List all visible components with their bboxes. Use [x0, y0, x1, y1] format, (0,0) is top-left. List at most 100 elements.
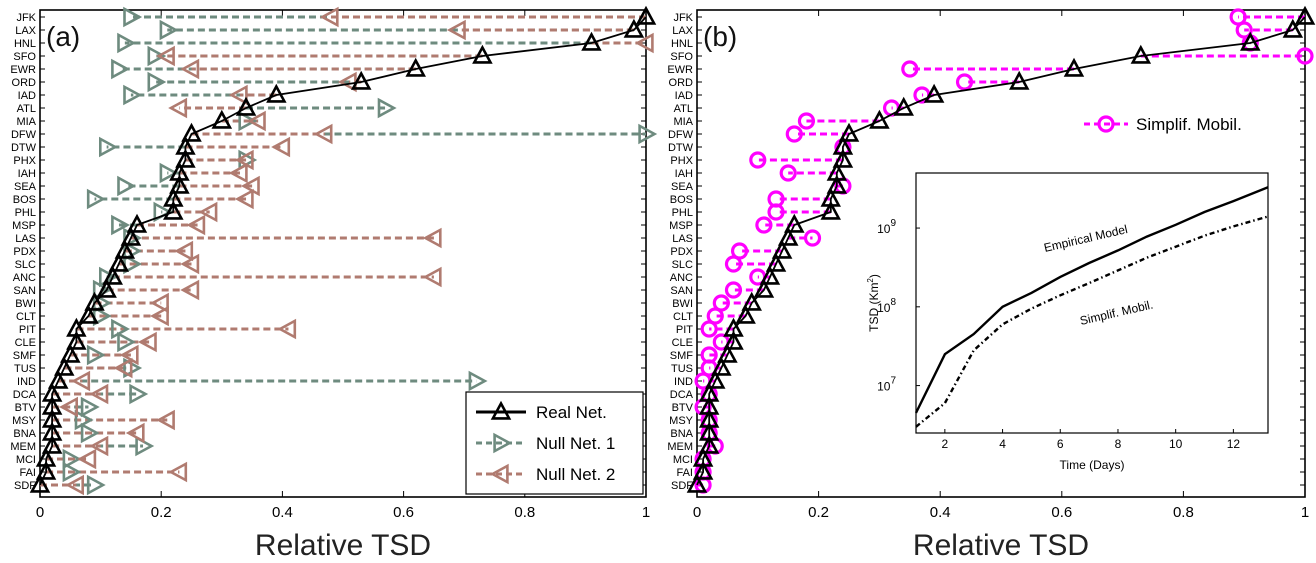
- b-ytick-label-bwi: BWI: [672, 298, 693, 310]
- b-ytick-label-pdx: PDX: [670, 246, 693, 258]
- b-real-net-marker-ind: [705, 369, 726, 389]
- b-ytick-label-btv: BTV: [672, 402, 694, 414]
- b-xtick-label: 0.4: [930, 504, 951, 521]
- a-marker-triangle-left-las: [422, 227, 442, 249]
- a-ytick-label-ord: ORD: [12, 77, 37, 89]
- b-ytick-label-fai: FAI: [676, 467, 693, 479]
- a-marker-triangle-left-msy: [156, 409, 175, 431]
- a-ytick-label-msy: MSY: [12, 415, 37, 427]
- b-real-net-marker-hnl: [1240, 31, 1261, 51]
- inset-ytick-label: 109: [877, 218, 896, 236]
- b-real-net-line: [696, 16, 1306, 486]
- b-ytick-label-iad: IAD: [675, 90, 693, 102]
- a-real-net-marker-tus: [54, 356, 75, 376]
- a-marker-triangle-left-sea: [240, 175, 260, 197]
- b-real-net-marker-sdf: [686, 473, 708, 493]
- legend-label-0: Real Net.: [536, 403, 607, 422]
- b-ytick-label-jfk: JFK: [673, 12, 693, 24]
- a-ytick-label-las: LAS: [15, 233, 36, 245]
- a-marker-triangle-left-mci: [77, 448, 97, 470]
- a-marker-triangle-right-ord: [147, 71, 167, 93]
- b-marker-circle-iah: [779, 164, 797, 182]
- a-marker-triangle-right-iah: [159, 162, 179, 184]
- b-ytick-label-cle: CLE: [672, 337, 693, 349]
- a-real-net-marker-cle: [66, 330, 87, 350]
- a-marker-triangle-right-jfk: [123, 6, 143, 28]
- a-real-net-marker-mem: [41, 434, 63, 454]
- a-ytick-label-btv: BTV: [15, 402, 37, 414]
- a-marker-triangle-left-tus: [113, 357, 133, 379]
- b-real-net-marker-smf: [717, 343, 738, 363]
- b-ytick-label-dfw: DFW: [668, 129, 694, 141]
- a-marker-triangle-right-btv: [80, 396, 100, 418]
- a-real-net-marker-phl: [163, 200, 184, 220]
- b-marker-circle-pit: [700, 320, 718, 338]
- b-ytick-label-mem: MEM: [667, 441, 693, 453]
- b-marker-circle-dfw: [785, 125, 803, 143]
- b-xtick-label: 0.8: [1173, 504, 1194, 521]
- b-marker-circle-sfo: [1296, 47, 1314, 65]
- a-marker-triangle-left-ewr: [180, 58, 200, 80]
- inset-xtick-label: 8: [1115, 437, 1122, 451]
- a-marker-triangle-left-bos: [234, 188, 254, 210]
- a-real-net-marker-ind: [47, 369, 69, 389]
- b-ytick-label-bos: BOS: [670, 194, 693, 206]
- a-marker-triangle-right-bna: [80, 422, 100, 444]
- a-ytick-label-iah: IAH: [18, 168, 36, 180]
- inset-xtick-label: 2: [942, 437, 949, 451]
- a-marker-triangle-left-dtw: [271, 136, 291, 158]
- b-marker-circle-mia: [797, 112, 816, 130]
- a-plot-frame: [39, 9, 647, 498]
- a-marker-triangle-left-sfo: [156, 45, 175, 67]
- b-x-axis-label: Relative TSD: [913, 529, 1089, 562]
- a-marker-triangle-left-dca: [89, 383, 109, 405]
- inset-y-axis-label-suffix: ): [867, 274, 881, 278]
- a-real-net-marker-slc: [108, 252, 130, 272]
- b-real-net-marker-sfo: [1130, 44, 1152, 64]
- a-ytick-label-bna: BNA: [13, 428, 36, 440]
- a-marker-triangle-right-atl: [377, 97, 397, 119]
- b-real-net-marker-phl: [820, 200, 841, 220]
- inset-ytick-label: 107: [877, 376, 896, 394]
- a-xtick-label: 0.4: [272, 504, 293, 521]
- a-marker-triangle-right-san: [92, 279, 112, 301]
- a-xtick-label: 0.2: [151, 504, 172, 521]
- a-marker-triangle-right-mia: [238, 110, 258, 132]
- a-marker-triangle-left-hnl: [634, 32, 654, 54]
- a-ytick-label-sea: SEA: [14, 181, 37, 193]
- a-xtick-label: 0.6: [393, 504, 414, 521]
- panel-a: JFKLAXHNLSFOEWRORDIADATLMIADFWDTWPHXIAHS…: [10, 5, 658, 562]
- a-marker-triangle-right-smf: [86, 344, 106, 366]
- a-ytick-label-clt: CLT: [16, 311, 36, 323]
- a-marker-triangle-right-msy: [74, 409, 94, 431]
- a-marker-triangle-left-san: [180, 279, 200, 301]
- a-marker-triangle-right-iad: [123, 84, 143, 106]
- b-marker-circle-phx: [749, 151, 767, 169]
- b-marker-circle-ewr: [901, 60, 919, 78]
- a-marker-triangle-left-mem: [89, 435, 109, 457]
- b-real-net-marker-jfk: [1294, 5, 1316, 25]
- b-ytick-label-pit: PIT: [676, 324, 693, 336]
- b-xtick-label: 0: [693, 504, 701, 521]
- b-ytick-label-sea: SEA: [671, 181, 694, 193]
- b-real-net-marker-san: [753, 278, 775, 298]
- a-ytick-label-tus: TUS: [14, 363, 36, 375]
- a-ytick-label-phl: PHL: [15, 207, 36, 219]
- a-real-net-marker-jfk: [635, 5, 657, 25]
- inset-xtick-label: 6: [1057, 437, 1064, 451]
- legend-label-1: Null Net. 1: [536, 434, 615, 453]
- a-marker-triangle-left-sdf: [65, 474, 84, 496]
- a-ytick-label-sdf: SDF: [14, 480, 36, 492]
- b-real-net-marker-ord: [1009, 70, 1030, 90]
- a-ytick-label-lax: LAX: [15, 25, 36, 37]
- a-real-net-marker-phx: [175, 148, 196, 168]
- a-ytick-label-mia: MIA: [16, 116, 36, 128]
- b-ytick-label-sdf: SDF: [671, 480, 693, 492]
- a-real-net-marker-bwi: [84, 291, 105, 311]
- a-ytick-label-bos: BOS: [13, 194, 36, 206]
- b-real-net-marker-tus: [711, 356, 732, 376]
- b-ytick-label-sfo: SFO: [670, 51, 693, 63]
- a-ytick-label-mci: MCI: [16, 454, 36, 466]
- a-ytick-label-san: SAN: [13, 285, 36, 297]
